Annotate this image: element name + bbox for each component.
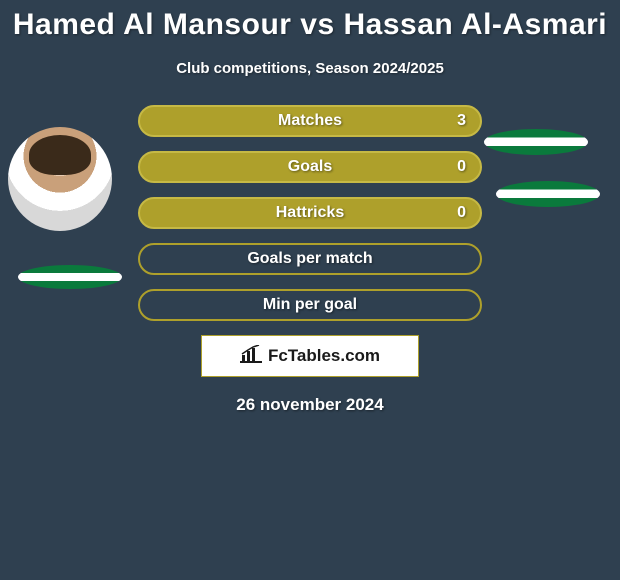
date-label: 26 november 2024 <box>0 395 620 415</box>
stat-bar-matches: Matches 3 <box>138 105 482 137</box>
stat-value: 0 <box>457 158 466 176</box>
stat-value: 3 <box>457 112 466 130</box>
brand-text: FcTables.com <box>268 346 380 366</box>
stat-label: Goals <box>288 158 332 176</box>
brand-badge: FcTables.com <box>201 335 419 377</box>
stat-label: Min per goal <box>263 296 357 314</box>
player-right-flag-badge-2 <box>496 181 600 207</box>
stat-bar-min-per-goal: Min per goal <box>138 289 482 321</box>
page-title: Hamed Al Mansour vs Hassan Al-Asmari <box>0 0 620 42</box>
player-left-flag-badge <box>18 265 122 289</box>
player-left-avatar <box>8 127 112 231</box>
stat-label: Hattricks <box>276 204 344 222</box>
stat-bar-hattricks: Hattricks 0 <box>138 197 482 229</box>
stat-label: Goals per match <box>247 250 372 268</box>
player-right-flag-badge-1 <box>484 129 588 155</box>
comparison-panel: Matches 3 Goals 0 Hattricks 0 Goals per … <box>0 105 620 415</box>
stat-bar-goals-per-match: Goals per match <box>138 243 482 275</box>
stat-bar-goals: Goals 0 <box>138 151 482 183</box>
stat-bars: Matches 3 Goals 0 Hattricks 0 Goals per … <box>138 105 482 321</box>
chart-icon <box>240 345 262 368</box>
subtitle: Club competitions, Season 2024/2025 <box>0 60 620 77</box>
stat-value: 0 <box>457 204 466 222</box>
stat-label: Matches <box>278 112 342 130</box>
